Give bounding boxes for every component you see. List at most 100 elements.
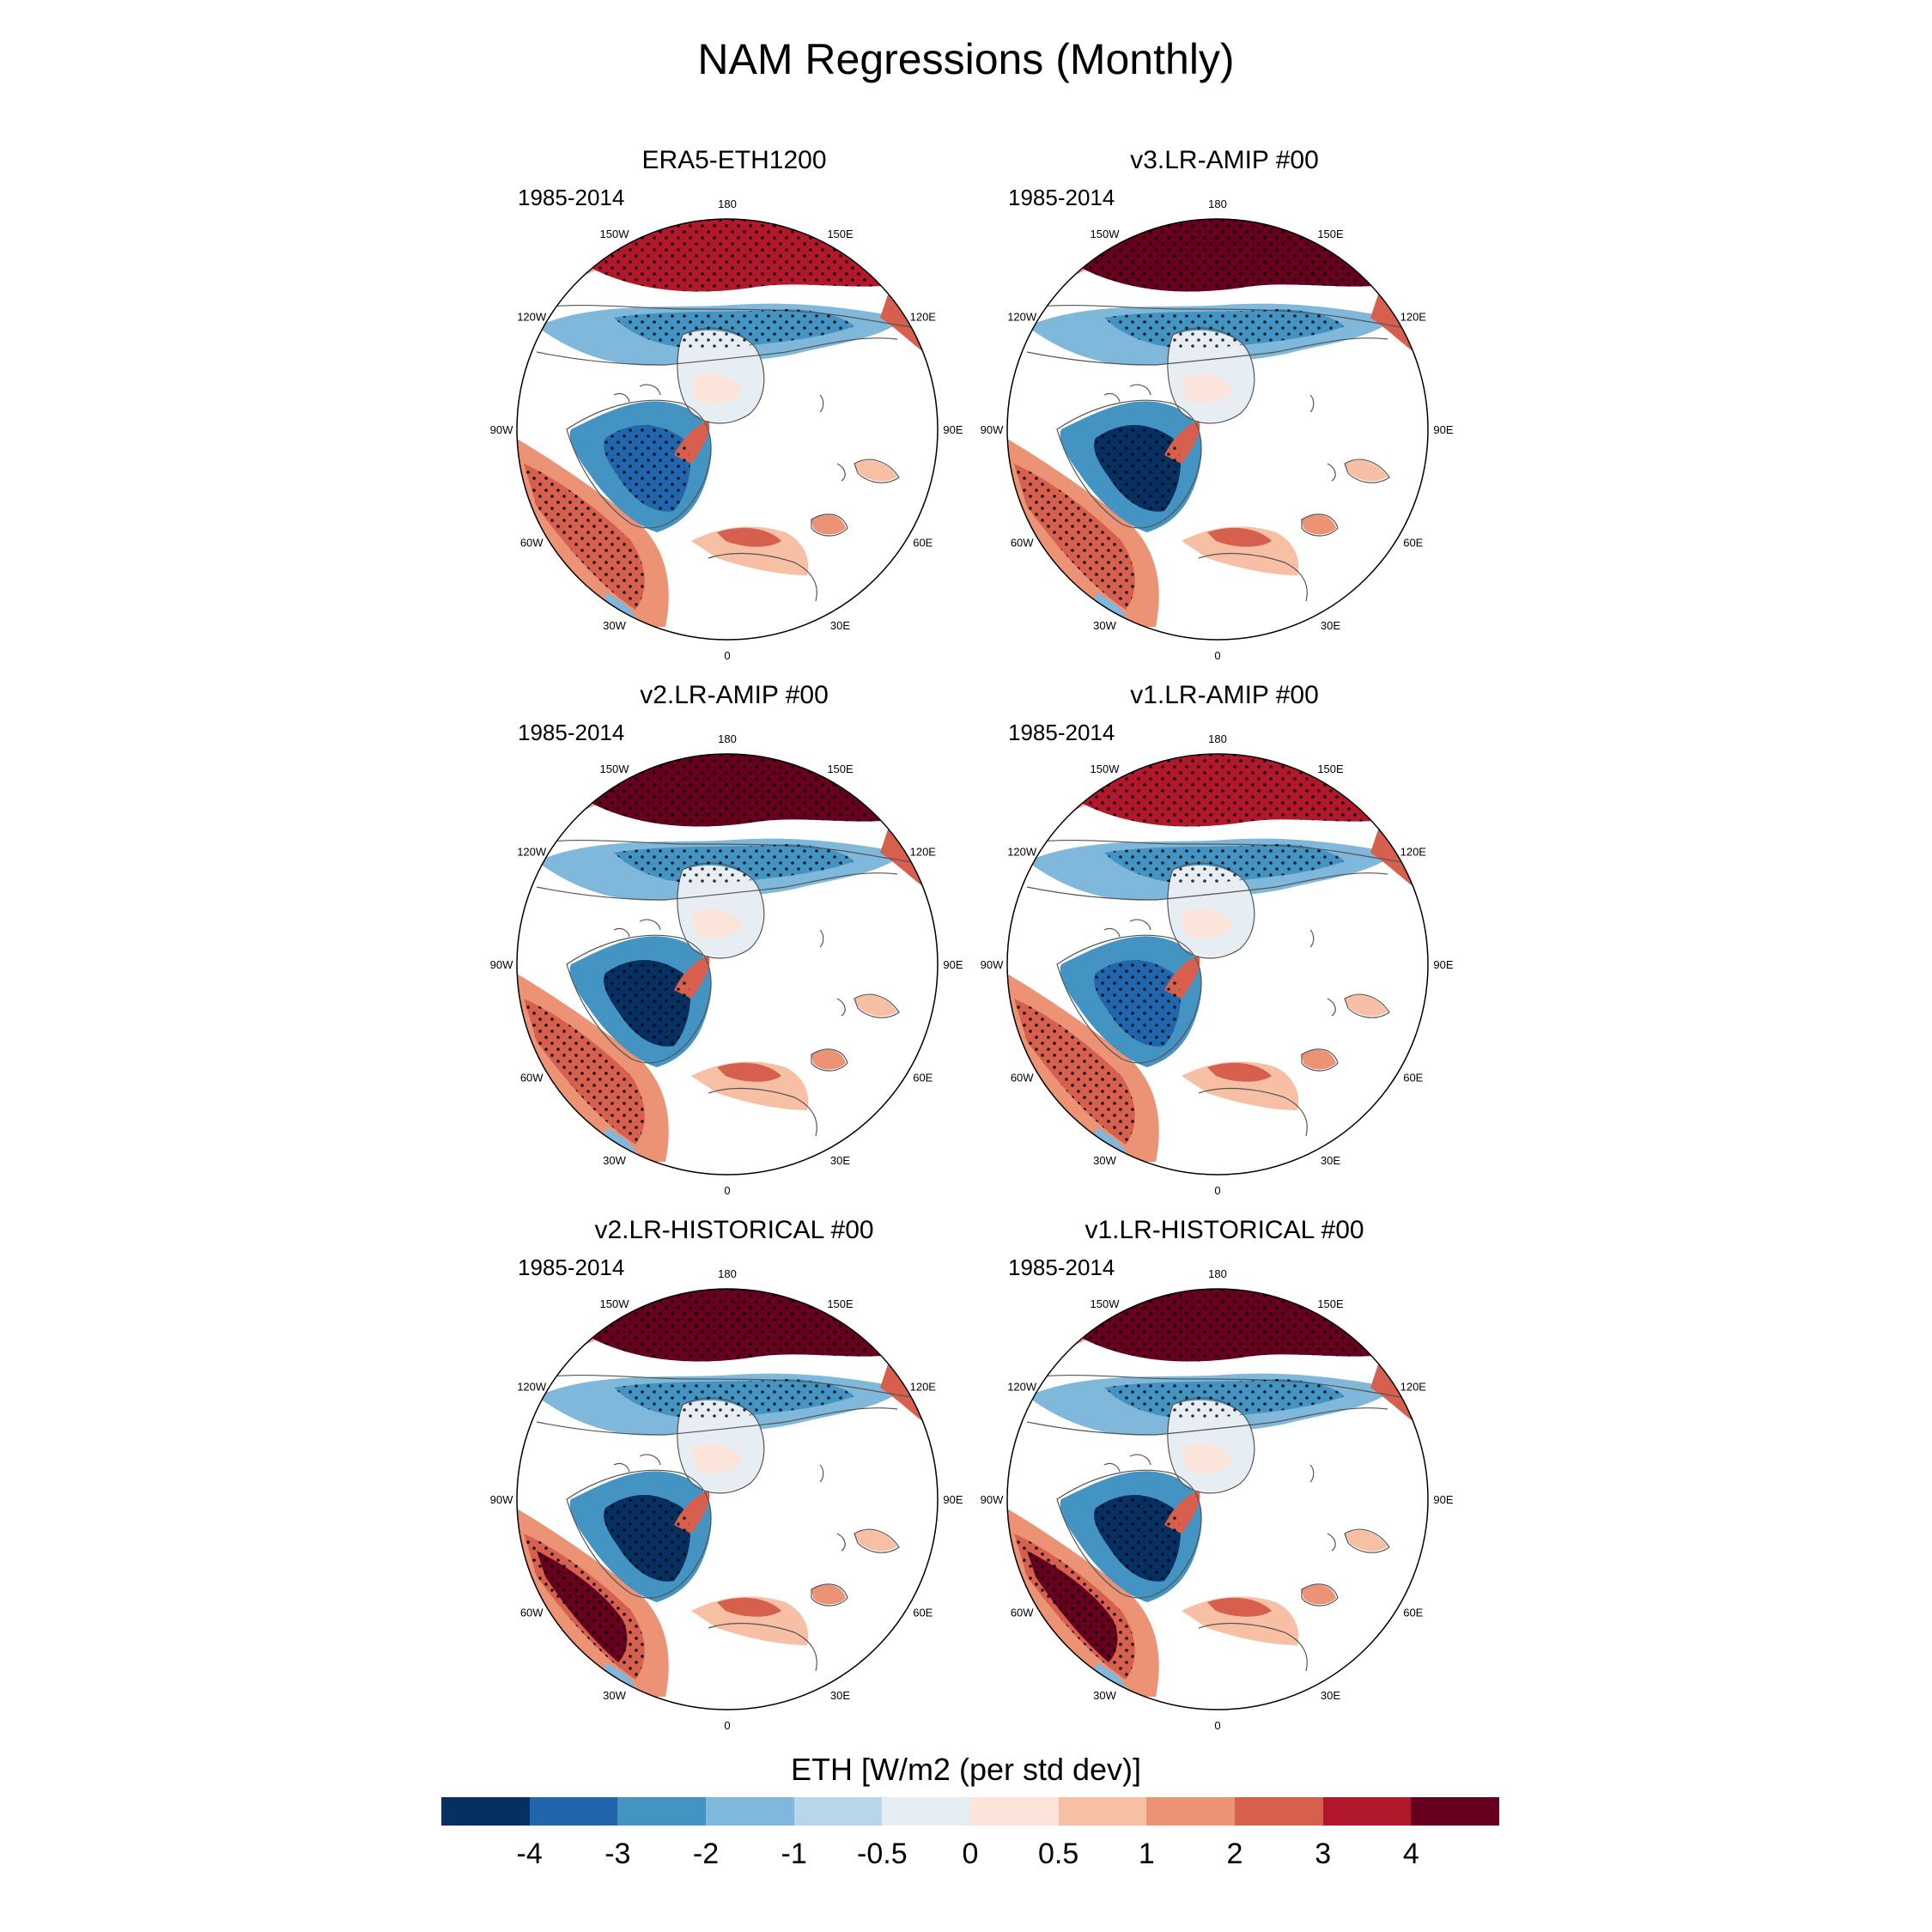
longitude-label: 30W bbox=[603, 1154, 626, 1167]
map-panel: v2.LR-AMIP #00 1985-2014 180 150E 120E 90E 6… bbox=[477, 681, 992, 1196]
longitude-label: 150E bbox=[827, 1297, 854, 1310]
polar-map: 180 150E 120E 90E 60E 30E 0 30W 60W 90W 120W 150W bbox=[490, 732, 963, 1196]
polar-map: 180 150E 120E 90E 60E 30E 0 30W 60W 90W 120W 150W bbox=[981, 732, 1454, 1196]
colorbar-tick-label: 4 bbox=[1402, 1838, 1419, 1870]
polar-map: 180 150E 120E 90E 60E 30E 0 30W 60W 90W 120W 150W bbox=[981, 1267, 1454, 1731]
longitude-label: 90E bbox=[1433, 1493, 1453, 1506]
longitude-label: 120E bbox=[1400, 1381, 1427, 1394]
colorbar-segment bbox=[706, 1797, 794, 1826]
panel-title: v1.LR-HISTORICAL #00 bbox=[1084, 1216, 1364, 1244]
longitude-label: 30E bbox=[1321, 1154, 1340, 1167]
colorbar-segment bbox=[793, 1797, 883, 1826]
longitude-label: 150E bbox=[1317, 762, 1344, 775]
longitude-label: 150W bbox=[600, 1297, 630, 1310]
panel-title: v2.LR-AMIP #00 bbox=[640, 681, 829, 709]
longitude-label: 90W bbox=[981, 423, 1004, 436]
longitude-label: 120W bbox=[1007, 846, 1037, 859]
longitude-label: 60E bbox=[1403, 1072, 1423, 1084]
panel-title: v3.LR-AMIP #00 bbox=[1130, 146, 1319, 174]
longitude-label: 120W bbox=[517, 311, 547, 324]
longitude-label: 180 bbox=[718, 197, 737, 210]
longitude-label: 30W bbox=[1093, 619, 1116, 632]
colorbar-tick-label: 0.5 bbox=[1038, 1838, 1079, 1870]
longitude-label: 0 bbox=[1214, 1719, 1220, 1731]
map-panel: v1.LR-AMIP #00 1985-2014 180 150E 120E 90E 6… bbox=[967, 681, 1482, 1196]
colorbar-segment bbox=[1235, 1797, 1323, 1826]
map-panel: v2.LR-HISTORICAL #00 1985-2014 180 150E 12… bbox=[477, 1216, 992, 1731]
longitude-label: 180 bbox=[718, 1267, 737, 1280]
longitude-label: 150W bbox=[1091, 1297, 1121, 1310]
colorbar-tick-label: -1 bbox=[781, 1838, 807, 1870]
longitude-label: 150W bbox=[600, 228, 630, 240]
map-panel: v3.LR-AMIP #00 1985-2014 180 150E 120E 90E 6… bbox=[967, 146, 1482, 661]
longitude-label: 0 bbox=[1214, 1184, 1220, 1196]
colorbar-segment bbox=[529, 1797, 618, 1826]
colorbar-tick-label: -0.5 bbox=[857, 1838, 908, 1870]
longitude-label: 120E bbox=[910, 311, 937, 324]
polar-map: 180 150E 120E 90E 60E 30E 0 30W 60W 90W 120W 150W bbox=[490, 197, 963, 661]
longitude-label: 120E bbox=[910, 846, 937, 859]
colorbar-title: ETH [W/m2 (per std dev)] bbox=[790, 1752, 1142, 1787]
colorbar-segment bbox=[617, 1797, 707, 1826]
longitude-label: 60W bbox=[1011, 1607, 1034, 1619]
longitude-label: 0 bbox=[1214, 649, 1220, 661]
colorbar-segment bbox=[1322, 1797, 1412, 1826]
longitude-label: 120W bbox=[517, 1381, 547, 1394]
longitude-label: 150E bbox=[1317, 1297, 1344, 1310]
longitude-label: 60W bbox=[1011, 537, 1034, 550]
colorbar-tick-label: -3 bbox=[605, 1838, 631, 1870]
longitude-label: 30E bbox=[1321, 619, 1340, 632]
longitude-label: 120W bbox=[1007, 1381, 1037, 1394]
longitude-label: 180 bbox=[1208, 732, 1227, 745]
longitude-label: 60W bbox=[520, 537, 544, 550]
map-panel: v1.LR-HISTORICAL #00 1985-2014 180 150E 12… bbox=[967, 1216, 1482, 1731]
longitude-label: 30W bbox=[603, 619, 626, 632]
longitude-label: 60E bbox=[913, 1607, 933, 1619]
longitude-label: 90W bbox=[490, 423, 513, 436]
longitude-label: 150E bbox=[827, 762, 854, 775]
longitude-label: 120W bbox=[1007, 311, 1037, 324]
longitude-label: 150W bbox=[1091, 762, 1121, 775]
panel-title: v2.LR-HISTORICAL #00 bbox=[594, 1216, 874, 1244]
map-panel: ERA5-ETH1200 1985-2014 180 150E 120E 90E 60E… bbox=[477, 146, 992, 661]
longitude-label: 60W bbox=[520, 1607, 544, 1619]
longitude-label: 0 bbox=[724, 1184, 730, 1196]
colorbar-segment bbox=[441, 1797, 530, 1826]
period-label: 1985-2014 bbox=[1008, 1255, 1115, 1280]
colorbar-tick-label: 0 bbox=[962, 1838, 979, 1870]
period-label: 1985-2014 bbox=[518, 1255, 625, 1280]
longitude-label: 60W bbox=[520, 1072, 544, 1084]
period-label: 1985-2014 bbox=[518, 720, 625, 745]
colorbar bbox=[441, 1797, 1500, 1826]
longitude-label: 30E bbox=[1321, 1689, 1340, 1702]
colorbar-tick-label: 2 bbox=[1226, 1838, 1243, 1870]
colorbar-segment bbox=[1058, 1797, 1147, 1826]
longitude-label: 180 bbox=[718, 732, 737, 745]
longitude-label: 30W bbox=[1093, 1154, 1116, 1167]
colorbar-tick-label: -4 bbox=[516, 1838, 543, 1870]
longitude-label: 120E bbox=[910, 1381, 937, 1394]
longitude-label: 0 bbox=[724, 1719, 730, 1731]
longitude-label: 30E bbox=[830, 1154, 850, 1167]
colorbar-segment bbox=[882, 1797, 971, 1826]
longitude-label: 90E bbox=[1433, 423, 1453, 436]
longitude-label: 90W bbox=[490, 958, 513, 971]
panel-title: ERA5-ETH1200 bbox=[641, 146, 827, 174]
polar-map: 180 150E 120E 90E 60E 30E 0 30W 60W 90W 120W 150W bbox=[981, 197, 1454, 661]
period-label: 1985-2014 bbox=[518, 185, 625, 210]
longitude-label: 120E bbox=[1400, 311, 1427, 324]
longitude-label: 30E bbox=[830, 1689, 850, 1702]
longitude-label: 120E bbox=[1400, 846, 1427, 859]
longitude-label: 60W bbox=[1011, 1072, 1034, 1084]
longitude-label: 90E bbox=[943, 1493, 963, 1506]
longitude-label: 150W bbox=[600, 762, 630, 775]
longitude-label: 90W bbox=[490, 1493, 513, 1506]
longitude-label: 150E bbox=[1317, 228, 1344, 240]
period-label: 1985-2014 bbox=[1008, 720, 1115, 745]
longitude-label: 120W bbox=[517, 846, 547, 859]
longitude-label: 90E bbox=[1433, 958, 1453, 971]
longitude-label: 150E bbox=[827, 228, 854, 240]
panel-title: v1.LR-AMIP #00 bbox=[1130, 681, 1319, 709]
longitude-label: 60E bbox=[1403, 537, 1423, 550]
longitude-label: 90W bbox=[981, 958, 1004, 971]
